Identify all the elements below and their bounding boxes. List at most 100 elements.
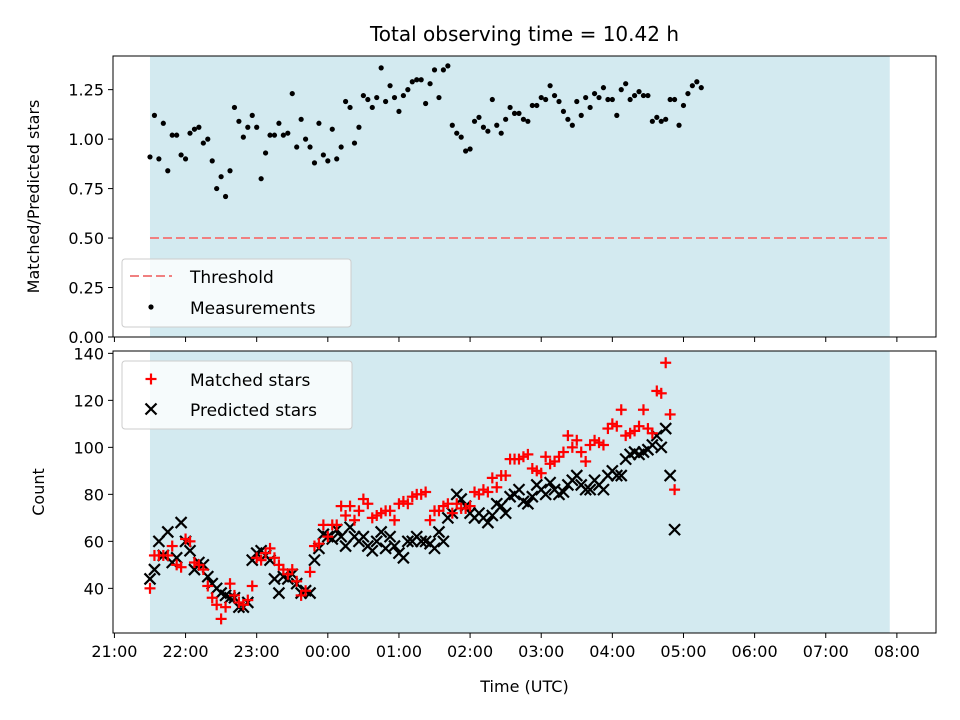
measurement-point bbox=[631, 92, 638, 99]
top-y-ticks: 0.00 0.25 0.50 0.75 1.00 1.25 bbox=[68, 81, 113, 347]
legend-matched-swatch bbox=[145, 373, 157, 385]
measurement-point bbox=[591, 90, 598, 97]
matched-stars-points bbox=[144, 357, 681, 625]
predicted-star-point bbox=[526, 490, 539, 503]
measurement-point bbox=[600, 85, 607, 91]
measurement-point bbox=[396, 108, 402, 115]
measurement-point bbox=[454, 130, 460, 136]
predicted-star-point bbox=[308, 553, 321, 567]
measurement-point bbox=[480, 124, 487, 130]
matched-star-point bbox=[304, 566, 316, 578]
measurement-point bbox=[645, 92, 651, 99]
measurement-point bbox=[449, 122, 455, 128]
x-tick-label: 23:00 bbox=[234, 642, 280, 661]
predicted-star-point bbox=[614, 469, 628, 482]
predicted-star-point bbox=[610, 469, 624, 482]
predicted-star-point bbox=[437, 535, 450, 548]
predicted-star-point bbox=[397, 551, 410, 565]
x-tick-label: 21:00 bbox=[91, 642, 137, 661]
measurement-point bbox=[494, 122, 500, 128]
measurement-point bbox=[658, 118, 664, 124]
bottom-x-ticks: 21:00 22:00 23:00 00:00 01:00 02:00 03:00 04:00… bbox=[91, 633, 920, 661]
legend-predicted-swatch bbox=[144, 402, 158, 416]
measurement-point bbox=[627, 96, 633, 103]
matched-star-point bbox=[637, 404, 649, 416]
x-tick-label: 08:00 bbox=[874, 642, 920, 661]
predicted-star-point bbox=[414, 535, 428, 548]
measurement-point bbox=[258, 176, 264, 182]
matched-star-point bbox=[664, 408, 676, 420]
measurement-point bbox=[307, 144, 313, 150]
matched-star-point bbox=[562, 430, 574, 442]
matched-star-point bbox=[228, 589, 240, 601]
matched-star-point bbox=[557, 446, 569, 458]
matched-star-point bbox=[162, 549, 174, 561]
predicted-star-point bbox=[521, 497, 535, 511]
predicted-star-point bbox=[161, 525, 175, 539]
measurement-point bbox=[285, 130, 291, 136]
top-legend: Threshold Measurements bbox=[121, 258, 352, 328]
measurement-point bbox=[222, 193, 229, 200]
measurement-point bbox=[689, 83, 695, 89]
matched-star-point bbox=[348, 514, 360, 526]
measurement-point bbox=[289, 90, 295, 97]
measurement-point bbox=[565, 116, 571, 122]
measurement-point bbox=[556, 98, 562, 105]
x-tick-label: 04:00 bbox=[589, 642, 635, 661]
measurement-point bbox=[245, 124, 251, 130]
matched-star-point bbox=[575, 446, 587, 458]
measurement-point bbox=[667, 96, 673, 103]
matched-star-point bbox=[384, 505, 396, 517]
measurement-point bbox=[347, 104, 353, 111]
matched-star-point bbox=[571, 434, 583, 446]
measurement-point bbox=[520, 116, 527, 122]
x-axis-label: Time (UTC) bbox=[479, 677, 568, 696]
measurement-point bbox=[516, 110, 522, 116]
measurement-point bbox=[485, 128, 491, 134]
measurement-point bbox=[351, 140, 358, 146]
predicted-star-point bbox=[512, 483, 526, 496]
measurement-point bbox=[511, 110, 518, 116]
legend-measurements-swatch bbox=[148, 304, 154, 310]
measurement-point bbox=[676, 122, 682, 128]
measurement-point bbox=[218, 174, 224, 180]
matched-star-point bbox=[344, 500, 356, 512]
measurement-point bbox=[618, 87, 624, 93]
measurement-point bbox=[476, 114, 482, 120]
measurement-point bbox=[302, 136, 309, 142]
predicted-star-point bbox=[432, 525, 446, 539]
matched-star-point bbox=[389, 514, 401, 526]
matched-star-point bbox=[255, 554, 267, 566]
measurement-point bbox=[538, 94, 544, 101]
measurement-point bbox=[440, 67, 447, 73]
x-tick-label: 00:00 bbox=[305, 642, 351, 661]
measurement-point bbox=[436, 94, 442, 101]
measurement-point bbox=[414, 77, 420, 83]
matched-star-point bbox=[246, 580, 258, 592]
measurement-point bbox=[311, 160, 318, 166]
matched-star-point bbox=[215, 613, 227, 625]
predicted-star-point bbox=[174, 516, 188, 529]
measurement-point bbox=[431, 67, 438, 73]
predicted-star-point bbox=[183, 544, 197, 558]
y-tick-label: 80 bbox=[84, 485, 104, 504]
measurement-point bbox=[187, 130, 193, 136]
measurement-point bbox=[205, 136, 211, 142]
y-tick-label: 1.00 bbox=[68, 130, 104, 149]
bottom-legend-box bbox=[121, 360, 353, 430]
measurement-point bbox=[182, 156, 189, 162]
legend-measurements-label: Measurements bbox=[190, 299, 316, 319]
matched-star-point bbox=[486, 472, 498, 484]
measurement-point bbox=[169, 132, 175, 138]
predicted-star-point bbox=[668, 523, 681, 536]
measurement-point bbox=[551, 92, 558, 99]
measurement-point bbox=[578, 112, 584, 118]
y-tick-label: 40 bbox=[84, 579, 104, 598]
predicted-star-point bbox=[383, 530, 397, 543]
measurement-point bbox=[623, 81, 629, 87]
measurement-points bbox=[147, 63, 704, 200]
y-tick-label: 0.75 bbox=[68, 180, 104, 199]
measurement-point bbox=[569, 122, 575, 128]
measurement-point bbox=[147, 154, 153, 160]
